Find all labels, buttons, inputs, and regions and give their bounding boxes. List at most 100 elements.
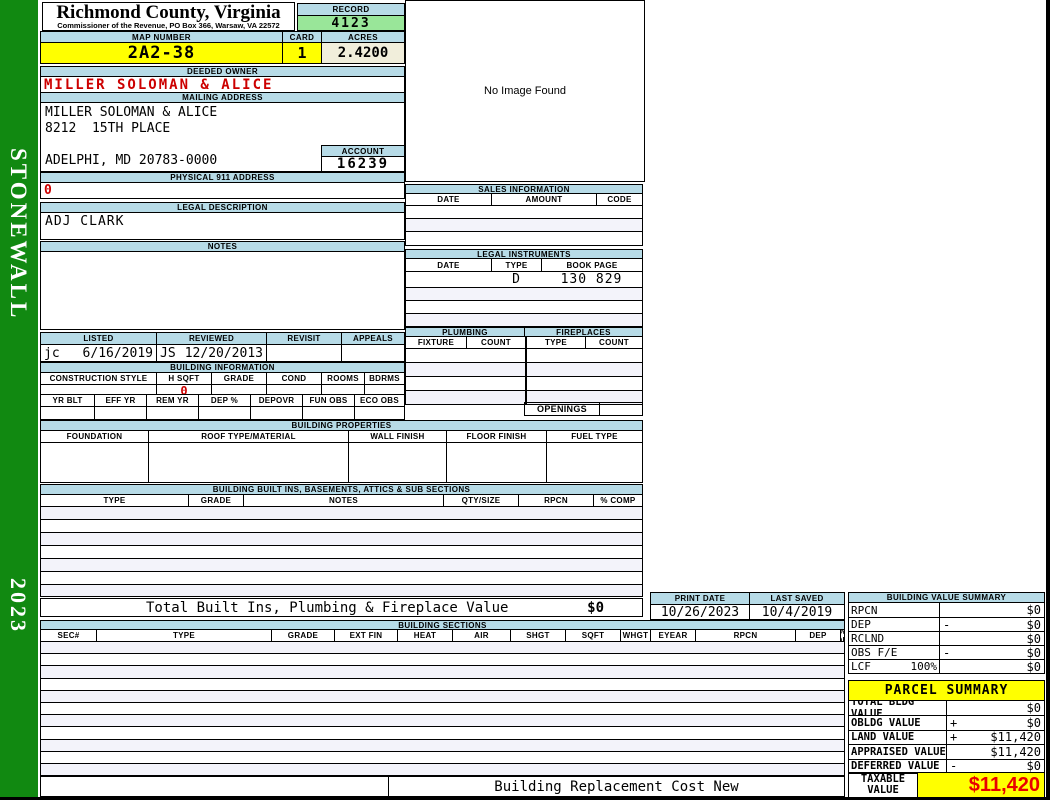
table-row bbox=[41, 545, 642, 558]
building-information-table1: CONSTRUCTION STYLE H SQFT GRADE COND ROO… bbox=[40, 372, 405, 398]
summary-row: RPCN $0 bbox=[849, 603, 1044, 617]
plumbing-fireplaces-table: FIXTURE COUNT TYPE COUNT bbox=[405, 336, 643, 405]
table-row bbox=[406, 231, 642, 245]
parcel-summary-table: TOTAL BLDG VALUE $0 OBLDG VALUE + $0 LAND… bbox=[848, 700, 1045, 774]
footer-empty-cell bbox=[41, 777, 389, 796]
mailing-line: 8212 15TH PLACE bbox=[45, 121, 171, 136]
taxable-value: $11,420 bbox=[968, 773, 1040, 796]
col-header-fp-type: TYPE bbox=[525, 337, 585, 348]
openings-row: OPENINGS bbox=[524, 402, 643, 416]
table-row bbox=[41, 750, 844, 763]
col-header-qty-size: QTY/SIZE bbox=[443, 495, 518, 506]
listed-date: 6/16/2019 bbox=[82, 345, 153, 361]
col-header-heat: HEAT bbox=[397, 630, 452, 641]
col-header-floor-finish: FLOOR FINISH bbox=[446, 431, 546, 442]
built-ins-total-label: Total Built Ins, Plumbing & Fireplace Va… bbox=[146, 599, 509, 616]
reviewed-date: 12/20/2013 bbox=[184, 345, 263, 361]
col-header-type: TYPE bbox=[103, 496, 126, 505]
parcel-label: LAND VALUE bbox=[851, 731, 915, 744]
parcel-label: APPRAISED VALUE bbox=[851, 745, 946, 758]
col-header-type: TYPE bbox=[491, 259, 541, 271]
print-date-value: 10/26/2023 bbox=[660, 605, 740, 619]
table-row bbox=[406, 376, 642, 390]
summary-label: RPCN bbox=[851, 603, 878, 617]
table-row bbox=[41, 665, 844, 678]
building-information-table2: YR BLT EFF YR REM YR DEP % DEPOVR FUN OB… bbox=[40, 394, 405, 420]
col-header-depovr: DEPOVR bbox=[250, 395, 302, 406]
yr-blt-cell bbox=[41, 407, 94, 419]
parcel-op: + bbox=[950, 716, 958, 730]
parcel-row: APPRAISED VALUE $11,420 bbox=[849, 744, 1044, 759]
table-row bbox=[406, 348, 642, 362]
parcel-row: DEFERRED VALUE - $0 bbox=[849, 758, 1044, 773]
summary-value: $0 bbox=[1026, 618, 1041, 631]
col-header-grade: GRADE bbox=[271, 630, 334, 641]
col-header-whgt: WHGT bbox=[620, 630, 650, 641]
col-header-yr-blt: YR BLT bbox=[52, 396, 83, 405]
mailing-line: ADELPHI, MD 20783-0000 bbox=[45, 153, 218, 168]
card-value: 1 bbox=[282, 42, 322, 64]
col-header-shgt: SHGT bbox=[510, 630, 565, 641]
legal-instruments-table: DATE TYPE BOOK PAGE D 130 829 bbox=[405, 258, 643, 327]
table-row bbox=[406, 300, 642, 313]
openings-label: OPENINGS bbox=[525, 403, 600, 415]
county-title-box: Richmond County, Virginia Commissioner o… bbox=[42, 2, 295, 31]
eco-obs-cell bbox=[354, 407, 404, 419]
parcel-summary-header: PARCEL SUMMARY bbox=[848, 680, 1045, 701]
table-row bbox=[41, 641, 844, 654]
summary-pct: 100% bbox=[910, 660, 938, 673]
col-header-code: CODE bbox=[596, 194, 642, 205]
table-row bbox=[406, 205, 642, 218]
parcel-label: DEFERRED VALUE bbox=[851, 760, 940, 773]
instrument-book-page-cell: 130 829 bbox=[560, 272, 623, 287]
col-header-grade: GRADE bbox=[188, 495, 243, 506]
col-header-sec: SEC# bbox=[57, 631, 80, 640]
reviewed-cell: JS 12/20/2013 bbox=[156, 345, 266, 361]
listed-by: jc bbox=[44, 345, 60, 361]
parcel-label: OBLDG VALUE bbox=[851, 717, 921, 730]
depovr-cell bbox=[250, 407, 302, 419]
review-table: LISTED REVIEWED REVISIT APPEALS jc 6/16/… bbox=[40, 332, 405, 362]
physical-address-value: 0 bbox=[40, 182, 405, 199]
map-number-value: 2A2-38 bbox=[40, 42, 283, 64]
grade-cell bbox=[211, 385, 266, 397]
table-row bbox=[41, 571, 642, 584]
col-header-eff-yr: EFF YR bbox=[94, 395, 146, 406]
col-header-fp-count: COUNT bbox=[585, 337, 642, 348]
table-row bbox=[406, 390, 642, 404]
summary-row: RCLND $0 bbox=[849, 631, 1044, 645]
col-header-fuel-type: FUEL TYPE bbox=[546, 431, 642, 442]
listed-cell: jc 6/16/2019 bbox=[41, 345, 156, 361]
col-header-book-page: BOOK PAGE bbox=[541, 259, 642, 271]
commissioner-line: Commissioner of the Revenue, PO Box 366,… bbox=[57, 21, 280, 30]
building-value-summary-table: RPCN $0 DEP - $0 RCLND $0 OBS F/E - $0 LCF… bbox=[848, 602, 1045, 674]
acres-value: 2.4200 bbox=[321, 42, 405, 64]
table-row bbox=[41, 677, 844, 690]
summary-row: LCF 100% $0 bbox=[849, 659, 1044, 673]
col-header-date: DATE bbox=[437, 195, 460, 204]
table-row bbox=[41, 558, 642, 571]
col-header-grade: GRADE bbox=[211, 373, 266, 384]
table-row bbox=[406, 313, 642, 326]
parcel-op: - bbox=[950, 759, 958, 773]
roof-cell bbox=[148, 443, 348, 482]
deeded-owner-value: MILLER SOLOMAN & ALICE bbox=[40, 76, 405, 93]
summary-label: DEP bbox=[851, 618, 871, 631]
col-header-sqft: SQFT bbox=[565, 630, 620, 641]
instrument-type-cell: D bbox=[512, 272, 520, 287]
table-row bbox=[406, 362, 642, 376]
table-row bbox=[41, 689, 844, 702]
table-row bbox=[41, 701, 844, 714]
parcel-row: LAND VALUE + $11,420 bbox=[849, 729, 1044, 745]
last-saved-label: LAST SAVED bbox=[749, 593, 844, 604]
table-row bbox=[41, 762, 844, 776]
rem-yr-cell bbox=[146, 407, 198, 419]
account-value: 16239 bbox=[321, 156, 405, 172]
foundation-cell bbox=[41, 443, 148, 482]
col-header-roof: ROOF TYPE/MATERIAL bbox=[148, 431, 348, 442]
col-header-hsqft: H SQFT bbox=[156, 373, 211, 384]
summary-row: DEP - $0 bbox=[849, 617, 1044, 631]
parcel-op: + bbox=[950, 730, 958, 745]
district-spine: STONEWALL 2023 bbox=[0, 0, 38, 797]
table-row: D 130 829 bbox=[406, 271, 642, 287]
